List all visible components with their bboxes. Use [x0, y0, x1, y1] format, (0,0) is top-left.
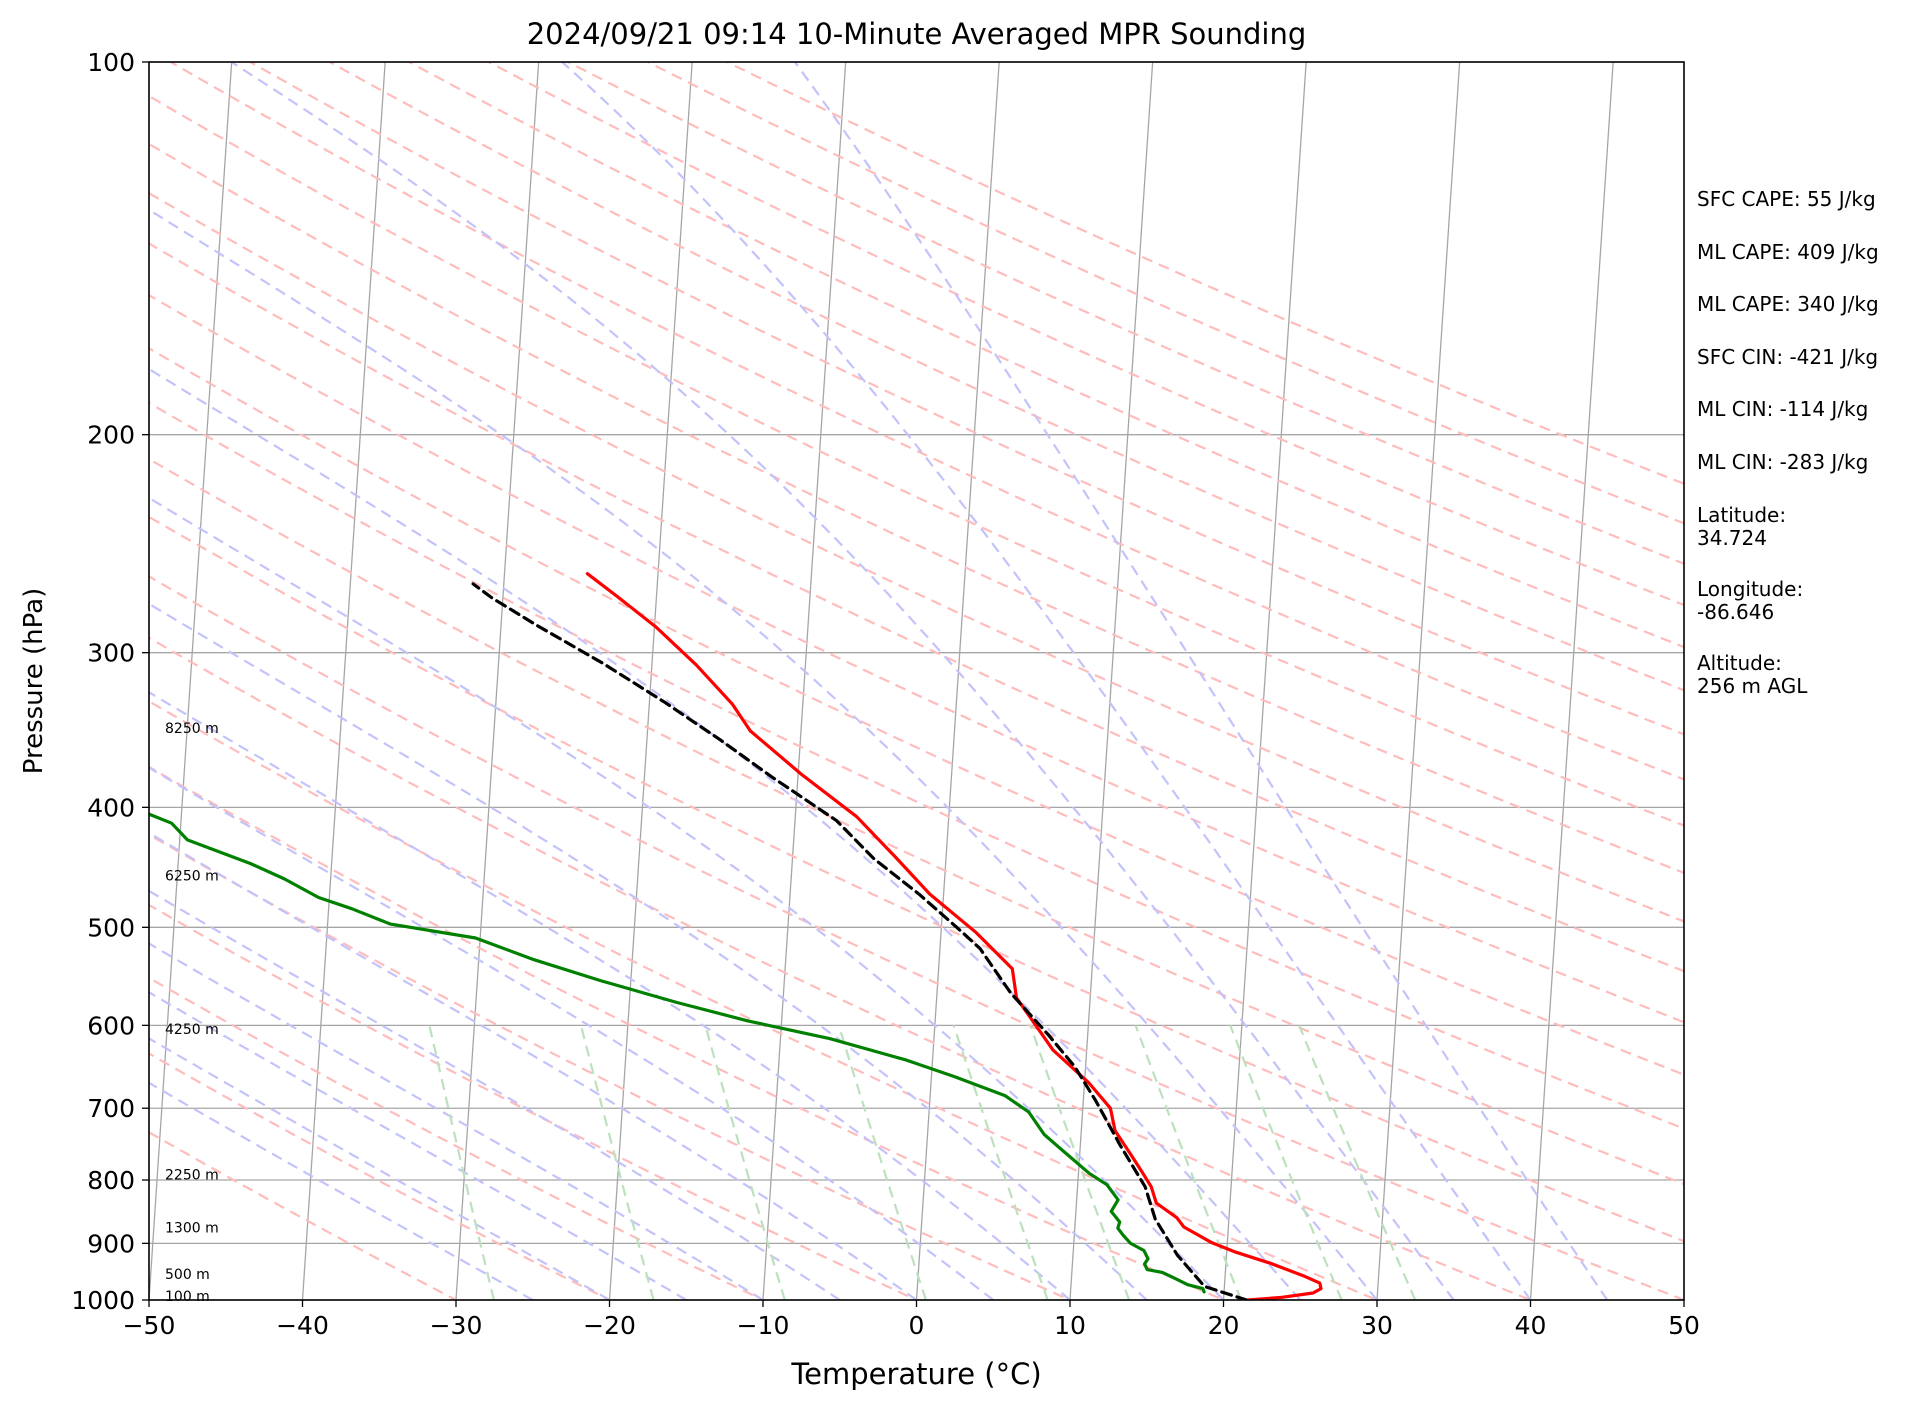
height-label: 500 m [165, 1267, 210, 1283]
height-label: 8250 m [165, 721, 219, 737]
parcel-line [471, 582, 1249, 1300]
dry-adiabat [149, 347, 1684, 1076]
mixing-ratio-line [704, 1025, 786, 1300]
isotherm-line [1222, 62, 1307, 1300]
background-grid [149, 62, 1684, 1300]
mixing-ratio-line [1229, 1024, 1343, 1300]
ml-cape-text: ML CAPE: 409 J/kg [1697, 239, 1879, 264]
dry-adiabat [149, 765, 1227, 1300]
mixing-ratio-line [428, 1025, 495, 1300]
latitude-value: 34.724 [1697, 525, 1767, 550]
moist-adiabat [149, 367, 1302, 1300]
dry-adiabat [149, 903, 920, 1300]
dry-adiabat [149, 457, 1684, 1186]
height-label: 6250 m [165, 868, 219, 884]
ml-cape-text-2: ML CAPE: 340 J/kg [1697, 292, 1879, 317]
altitude-block: Altitude: 256 m AGL [1697, 650, 1902, 698]
height-label: 1300 m [165, 1221, 219, 1237]
altitude-label: Altitude: [1697, 650, 1782, 675]
dry-adiabat [486, 62, 1684, 607]
ml-cin-text: ML CIN: -114 J/kg [1697, 397, 1869, 422]
moist-adiabat [149, 942, 764, 1300]
mixing-ratio-line [579, 1025, 655, 1300]
height-label: 2250 m [165, 1168, 219, 1184]
isotherm-line [608, 62, 693, 1300]
sounding-indices-panel: SFC CAPE: 55 J/kg ML CAPE: 409 J/kg ML C… [1697, 188, 1902, 726]
dry-adiabat [149, 293, 1684, 1024]
moist-adiabat [149, 691, 1071, 1300]
axis-ticks: −50 −40 −30 −20 −10 0 10 20 30 40 50 100 200 300 400 50… [71, 48, 1700, 1340]
mixing-ratio-line [952, 1025, 1049, 1300]
dewpoint-line [149, 812, 1206, 1294]
x-tick-label: 30 [1361, 1311, 1393, 1340]
longitude-block: Longitude: -86.646 [1697, 576, 1902, 624]
y-tick-label: 1000 [71, 1286, 135, 1315]
y-tick-label: 800 [87, 1166, 135, 1195]
longitude-label: Longitude: [1697, 576, 1804, 601]
x-tick-label: 20 [1208, 1311, 1240, 1340]
x-axis-label: Temperature (°C) [790, 1357, 1041, 1391]
temperature-line [585, 572, 1323, 1300]
sfc-cape-text: SFC CAPE: 55 J/kg [1697, 187, 1876, 211]
latitude-label: Latitude: [1697, 502, 1787, 527]
moist-adiabat [794, 62, 1609, 1300]
dry-adiabat [149, 191, 1684, 923]
dry-adiabat [247, 62, 1684, 736]
mixing-ratio-line [837, 1025, 927, 1300]
isotherm-line [455, 62, 540, 1300]
height-labels: 8250 m 6250 m 4250 m 2250 m 1300 m 500 m 100 m [165, 721, 219, 1305]
moist-adiabat [149, 602, 1148, 1300]
y-tick-label: 400 [87, 793, 135, 822]
height-label: 4250 m [165, 1022, 219, 1038]
dry-adiabat [149, 515, 1684, 1243]
longitude-value: -86.646 [1697, 599, 1775, 624]
x-tick-label: 40 [1515, 1311, 1547, 1340]
y-tick-label: 200 [87, 421, 135, 450]
x-tick-label: −20 [583, 1311, 636, 1340]
isotherm-line [149, 62, 233, 1300]
moist-adiabat [230, 62, 1455, 1300]
x-tick-label: 50 [1668, 1311, 1700, 1340]
isotherm-line [301, 62, 386, 1300]
moist-adiabat [149, 889, 841, 1300]
y-tick-label: 300 [87, 639, 135, 668]
dry-adiabat [149, 636, 1534, 1300]
height-label: 100 m [165, 1289, 210, 1305]
altitude-value: 256 m AGL [1697, 673, 1808, 698]
y-tick-label: 700 [87, 1094, 135, 1123]
y-tick-label: 500 [87, 913, 135, 942]
x-tick-label: −10 [737, 1311, 790, 1340]
dry-adiabat [168, 62, 1684, 781]
mixing-ratio-line [1134, 1025, 1243, 1300]
y-tick-label: 100 [87, 48, 135, 77]
x-tick-label: −50 [123, 1311, 176, 1340]
x-tick-label: −40 [276, 1311, 329, 1340]
x-tick-label: 0 [909, 1311, 925, 1340]
dry-adiabat [149, 1131, 459, 1300]
isotherm-line [1069, 62, 1154, 1300]
latitude-block: Latitude: 34.724 [1697, 502, 1902, 550]
mixing-ratio-line [1029, 1025, 1131, 1300]
isotherm-line [1376, 62, 1461, 1300]
mixing-ratio-line [1298, 1024, 1417, 1300]
dry-adiabat [149, 700, 1380, 1300]
isotherm-line [762, 62, 847, 1300]
y-tick-label: 600 [87, 1011, 135, 1040]
dry-adiabat [149, 142, 1684, 875]
sounding-traces [149, 572, 1323, 1300]
chart-title: 2024/09/21 09:14 10-Minute Averaged MPR … [527, 17, 1307, 51]
x-tick-label: 10 [1054, 1311, 1086, 1340]
isotherm-line [1529, 62, 1614, 1300]
y-tick-label: 900 [87, 1229, 135, 1258]
y-axis-label: Pressure (hPa) [19, 588, 49, 775]
x-tick-label: −30 [430, 1311, 483, 1340]
sfc-cin-text: SFC CIN: -421 J/kg [1697, 344, 1879, 369]
moist-adiabat [149, 766, 994, 1300]
adiabat-guides [149, 62, 1684, 1300]
moist-adiabat [149, 496, 1225, 1300]
dry-adiabat [149, 575, 1684, 1300]
ml-cin-text-2: ML CIN: -283 J/kg [1697, 449, 1869, 474]
